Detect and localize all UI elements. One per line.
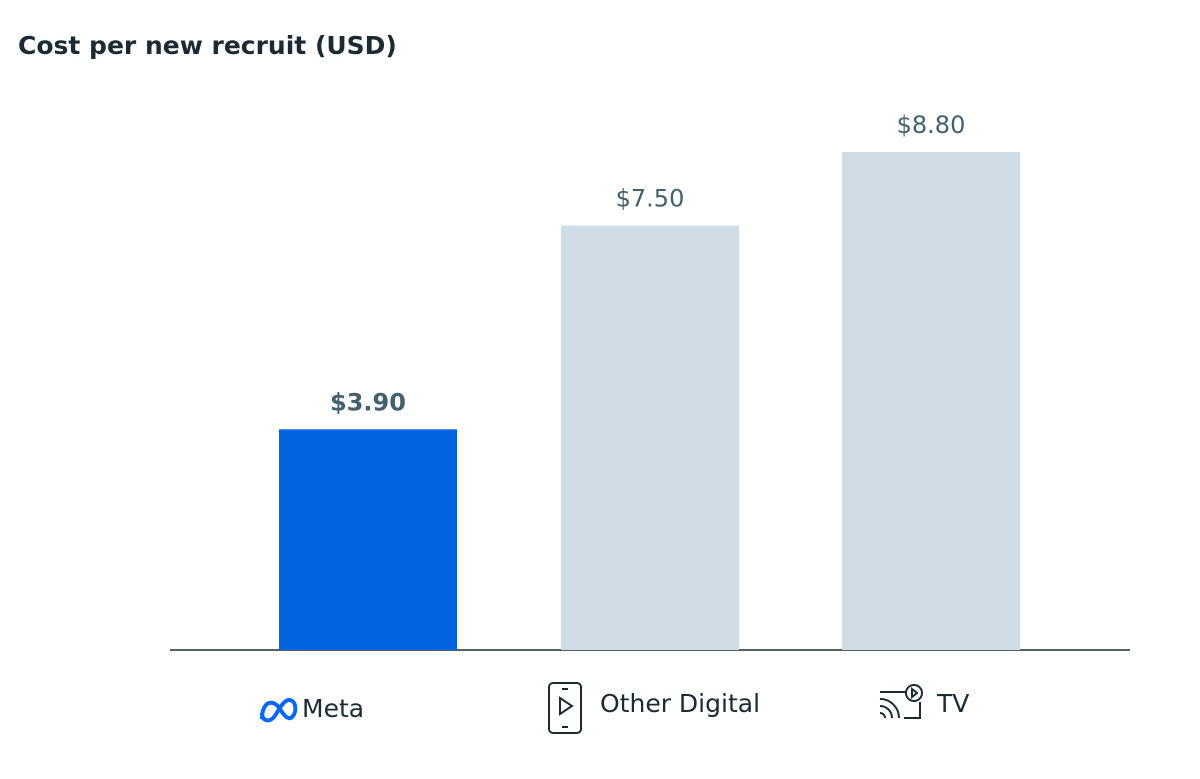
- tv-icon: [879, 684, 923, 719]
- value-label: $7.50: [616, 185, 685, 213]
- bar: [279, 429, 457, 650]
- category-label: TV: [936, 689, 969, 718]
- meta-logo: [260, 697, 298, 723]
- phone-icon: [548, 682, 582, 734]
- category-label: Meta: [302, 694, 364, 723]
- value-label: $8.80: [897, 111, 966, 139]
- bar: [842, 152, 1020, 650]
- bar: [561, 225, 739, 650]
- chart-title: Cost per new recruit (USD): [18, 31, 397, 60]
- category-label: Other Digital: [600, 689, 760, 718]
- value-label: $3.90: [330, 388, 406, 416]
